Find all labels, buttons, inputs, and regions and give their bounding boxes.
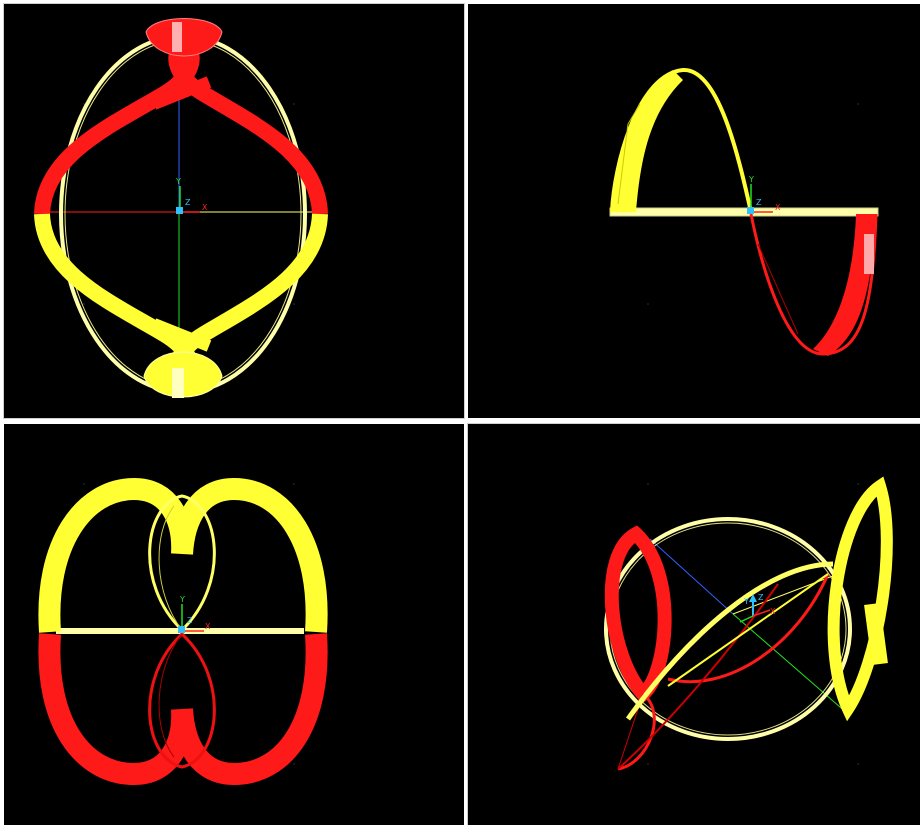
ribbon-red-outer-lower <box>38 633 328 786</box>
world-axis-y <box>732 613 849 715</box>
isometric-view-canvas: Y Z X <box>604 476 893 771</box>
front-view-canvas: Y X Z <box>34 18 328 398</box>
ribbon-red-diagonal <box>667 573 830 684</box>
axis-triad: Y Z X <box>739 593 776 623</box>
top-view-canvas: Y X Z <box>609 67 879 356</box>
viewport-divider-vertical[interactable] <box>464 0 468 825</box>
ribbon-yellow-right <box>827 476 893 722</box>
svg-text:Y: Y <box>748 175 754 184</box>
grid-dots <box>83 103 295 305</box>
ribbon-red-left <box>604 525 672 704</box>
svg-text:Z: Z <box>758 593 764 602</box>
world-axis-z <box>649 538 734 615</box>
axis-triad: Y X Z <box>747 175 781 214</box>
side-view-canvas: Y X Z <box>38 477 328 786</box>
ribbon-red-upper-left <box>34 38 200 215</box>
svg-text:Y: Y <box>175 177 181 186</box>
ring-edge-on <box>609 207 879 217</box>
viewport-side[interactable]: Y X Z <box>4 424 464 825</box>
svg-text:Z: Z <box>187 616 193 625</box>
ribbon-red-top-loop <box>145 18 223 57</box>
viewport-top[interactable]: Y X Z <box>468 4 920 418</box>
svg-text:Z: Z <box>756 198 762 207</box>
grid-dots <box>647 483 859 765</box>
svg-text:Y: Y <box>179 595 185 604</box>
wire-ring <box>604 517 852 741</box>
axis-triad: Y X Z <box>175 177 208 214</box>
ribbon-red-upper-right <box>168 38 328 215</box>
viewport-isometric[interactable]: Y Z X <box>467 423 920 825</box>
grid-dots <box>647 103 859 305</box>
ribbon-yellow-diagonal <box>625 561 834 721</box>
svg-text:X: X <box>205 622 211 631</box>
ribbon-yellow-inner-petal <box>148 494 216 633</box>
axis-triad: Y X Z <box>178 595 211 633</box>
viewport-divider-horizontal[interactable] <box>0 418 920 424</box>
ribbon-red-arch <box>749 213 878 356</box>
viewport-front[interactable]: Y X Z <box>3 3 465 419</box>
svg-text:Z: Z <box>185 198 191 207</box>
svg-text:Y: Y <box>743 597 749 606</box>
ribbon-red-inner-petal <box>148 631 216 769</box>
svg-text:X: X <box>775 203 781 212</box>
svg-text:X: X <box>202 203 208 212</box>
ribbon-yellow-outer-upper <box>38 477 328 633</box>
svg-text:X: X <box>770 607 776 616</box>
